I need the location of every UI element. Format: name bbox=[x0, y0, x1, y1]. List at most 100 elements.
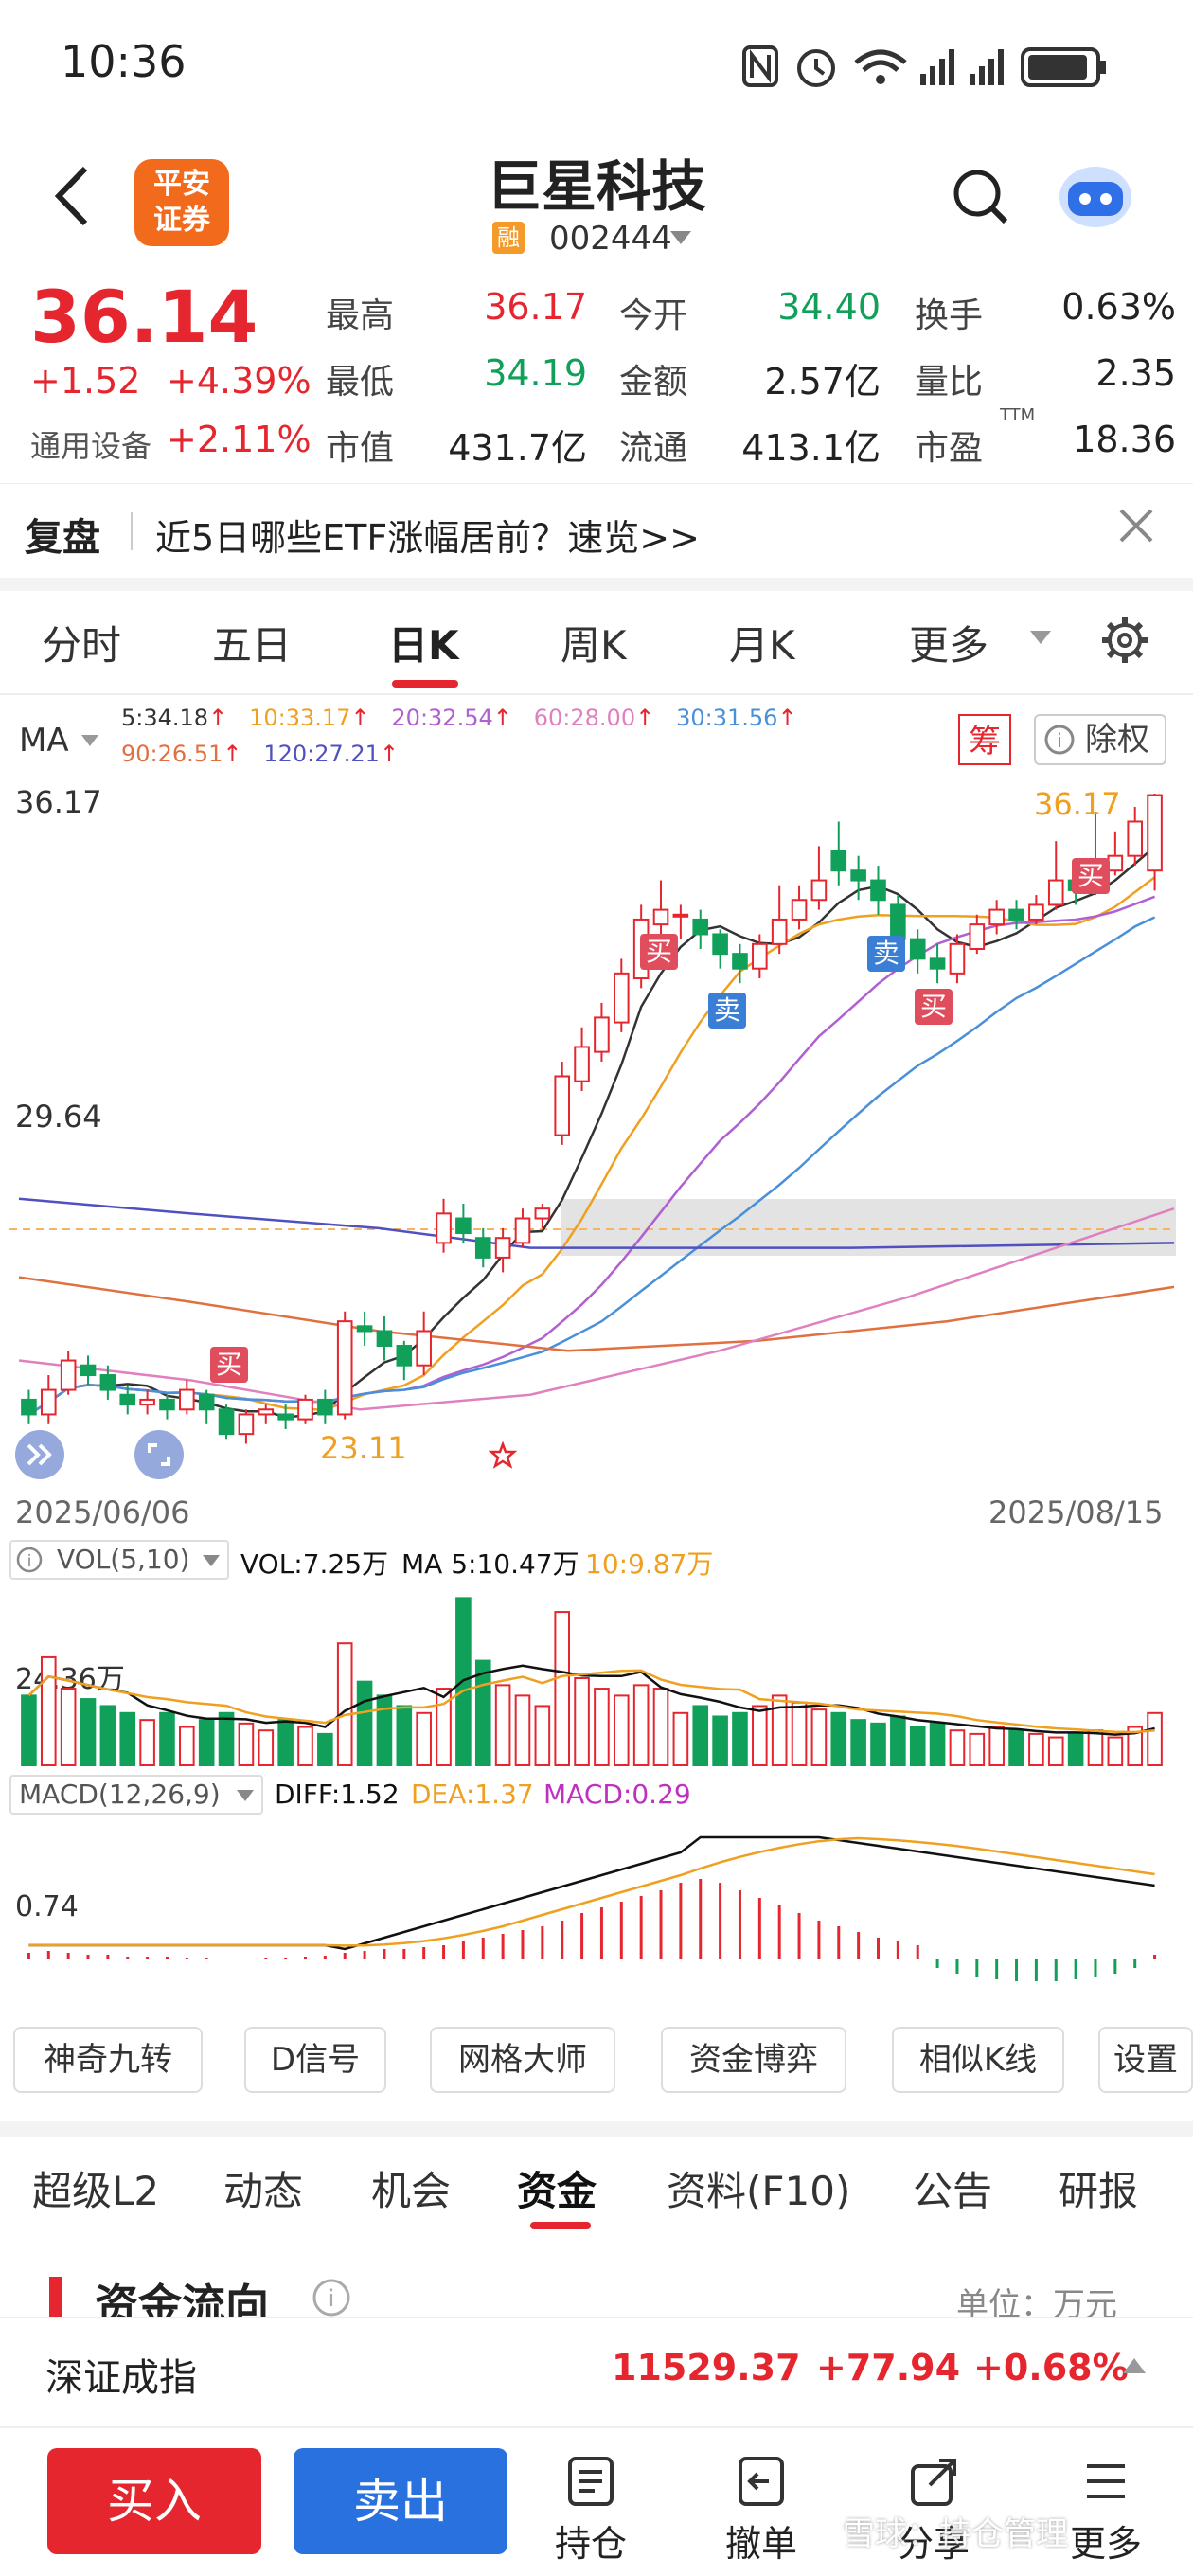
candle-body bbox=[594, 1016, 610, 1053]
volume-bar bbox=[810, 1708, 828, 1766]
tool-button[interactable]: 神奇九转 bbox=[13, 2027, 203, 2093]
tool-button[interactable]: 相似K线 bbox=[892, 2027, 1064, 2093]
macd-indicator-select[interactable] bbox=[9, 1775, 263, 1815]
search-icon[interactable] bbox=[947, 163, 1013, 229]
index-ticker-bar[interactable]: 深证成指 11529.37 +77.94 +0.68% bbox=[0, 2317, 1193, 2428]
signal-sell-badge[interactable]: 卖 bbox=[708, 993, 746, 1029]
macd-indicator-label[interactable]: MACD(12,26,9) bbox=[19, 1779, 221, 1810]
candle-body bbox=[850, 869, 866, 882]
tab-daily-k[interactable]: 日K bbox=[388, 622, 459, 669]
position-icon[interactable] bbox=[564, 2455, 617, 2508]
close-icon[interactable] bbox=[1115, 505, 1157, 546]
battery-icon bbox=[1021, 47, 1106, 87]
macd-chart[interactable] bbox=[0, 1816, 1193, 2006]
vol-dropdown-icon[interactable] bbox=[201, 1553, 222, 1568]
date-end-label: 2025/08/15 bbox=[988, 1494, 1164, 1530]
subtab-f10[interactable]: 资料(F10) bbox=[667, 2168, 851, 2214]
svg-text:i: i bbox=[329, 2285, 335, 2312]
subtab-l2[interactable]: 超级L2 bbox=[32, 2168, 160, 2214]
tab-weekly-k[interactable]: 周K bbox=[561, 622, 627, 669]
volume-bar bbox=[1107, 1736, 1124, 1766]
settings-gear-icon[interactable] bbox=[1098, 614, 1151, 667]
expand-left-icon[interactable] bbox=[13, 1428, 66, 1481]
volume-bar bbox=[119, 1711, 136, 1767]
quote-label: 市值 bbox=[326, 429, 395, 468]
tab-monthly-k[interactable]: 月K bbox=[729, 622, 795, 669]
code-dropdown-icon[interactable] bbox=[668, 229, 693, 246]
candle-body bbox=[574, 1046, 590, 1082]
nav-cancel-order[interactable]: 撤单 bbox=[724, 2523, 797, 2565]
tool-button[interactable]: 设置 bbox=[1098, 2027, 1193, 2093]
banner-text[interactable]: 近5日哪些ETF涨幅居前？速览>> bbox=[155, 517, 700, 559]
robot-assistant-icon[interactable] bbox=[1053, 159, 1138, 235]
sell-button[interactable]: 卖出 bbox=[294, 2448, 507, 2554]
subtab-opportunity[interactable]: 机会 bbox=[371, 2168, 452, 2214]
subtab-fund[interactable]: 资金 bbox=[517, 2168, 597, 2214]
signal-buy-badge[interactable]: 买 bbox=[640, 934, 678, 970]
ma20-line bbox=[27, 895, 1156, 1416]
buy-button[interactable]: 买入 bbox=[47, 2448, 261, 2554]
sector-name[interactable]: 通用设备 bbox=[30, 428, 152, 464]
tab-five-day[interactable]: 五日 bbox=[212, 622, 293, 669]
signal-buy-badge[interactable]: 买 bbox=[210, 1347, 248, 1383]
stock-code[interactable]: 002444 bbox=[549, 220, 672, 258]
ma10-line bbox=[27, 876, 1156, 1416]
quote-value: 0.63% bbox=[1061, 286, 1176, 328]
volume-chart[interactable] bbox=[0, 1582, 1193, 1771]
tool-button[interactable]: D信号 bbox=[244, 2027, 386, 2093]
subtab-notice[interactable]: 公告 bbox=[913, 2168, 993, 2214]
ma-dropdown-icon[interactable] bbox=[80, 733, 100, 748]
subtab-research[interactable]: 研报 bbox=[1059, 2168, 1139, 2214]
volume-bar bbox=[1008, 1729, 1024, 1766]
volume-bar bbox=[159, 1711, 175, 1767]
signal-buy-badge[interactable]: 买 bbox=[915, 989, 953, 1025]
cancel-order-icon[interactable] bbox=[735, 2455, 788, 2508]
share-icon[interactable] bbox=[907, 2455, 960, 2508]
info-icon[interactable]: i bbox=[311, 2277, 352, 2318]
volume-bar bbox=[139, 1719, 155, 1767]
more-menu-icon[interactable] bbox=[1079, 2455, 1132, 2508]
candle-body bbox=[1147, 794, 1163, 872]
fullscreen-icon[interactable] bbox=[133, 1428, 186, 1481]
volume-bar bbox=[534, 1705, 551, 1767]
nav-more[interactable]: 更多 bbox=[1069, 2523, 1142, 2565]
tab-intraday[interactable]: 分时 bbox=[42, 622, 122, 669]
vol-value: VOL:7.25万 bbox=[240, 1548, 389, 1580]
volume-bar bbox=[494, 1684, 511, 1766]
event-star-icon[interactable] bbox=[489, 1441, 517, 1470]
back-icon[interactable] bbox=[47, 163, 95, 229]
vol-indicator-select[interactable] bbox=[9, 1540, 229, 1580]
macd-dropdown-icon[interactable] bbox=[235, 1788, 256, 1803]
vol-indicator-label[interactable]: VOL(5,10) bbox=[57, 1544, 190, 1575]
candle-body bbox=[455, 1217, 472, 1235]
candle-body bbox=[139, 1398, 155, 1406]
candle-body bbox=[732, 953, 748, 970]
tool-button[interactable]: 网格大师 bbox=[430, 2027, 615, 2093]
nav-position[interactable]: 持仓 bbox=[554, 2523, 627, 2565]
svg-text:i: i bbox=[27, 1552, 32, 1571]
kline-chart[interactable] bbox=[0, 777, 1193, 1515]
candle-body bbox=[198, 1393, 215, 1411]
tab-more[interactable]: 更多 bbox=[909, 622, 989, 669]
ma120-line bbox=[18, 1197, 1175, 1249]
volume-bar bbox=[652, 1688, 669, 1766]
y-axis-top-label: 36.17 bbox=[15, 784, 102, 820]
nav-share[interactable]: 分享 bbox=[897, 2523, 970, 2565]
candle-body bbox=[218, 1408, 235, 1436]
ma-item: 120:27.21 bbox=[263, 741, 380, 767]
more-dropdown-icon[interactable] bbox=[1028, 629, 1053, 646]
chip-distribution-button[interactable]: 筹 bbox=[958, 714, 1011, 765]
volume-bar bbox=[1067, 1732, 1084, 1767]
ex-rights-button[interactable]: 除权 bbox=[1034, 714, 1166, 765]
quote-label: 今开 bbox=[619, 296, 688, 335]
signal-sell-badge[interactable]: 卖 bbox=[867, 936, 905, 972]
replay-banner[interactable]: 复盘 近5日哪些ETF涨幅居前？速览>> bbox=[0, 483, 1193, 579]
tool-button[interactable]: 资金博弈 bbox=[661, 2027, 846, 2093]
banner-divider bbox=[131, 512, 133, 550]
signal-buy-badge[interactable]: 买 bbox=[1072, 858, 1110, 894]
ma-indicator-select[interactable]: MA bbox=[19, 722, 69, 760]
candle-body bbox=[771, 918, 788, 945]
subtab-news[interactable]: 动态 bbox=[223, 2168, 304, 2214]
candle-body bbox=[21, 1398, 37, 1416]
ma-item: 90:26.51 bbox=[121, 741, 223, 767]
